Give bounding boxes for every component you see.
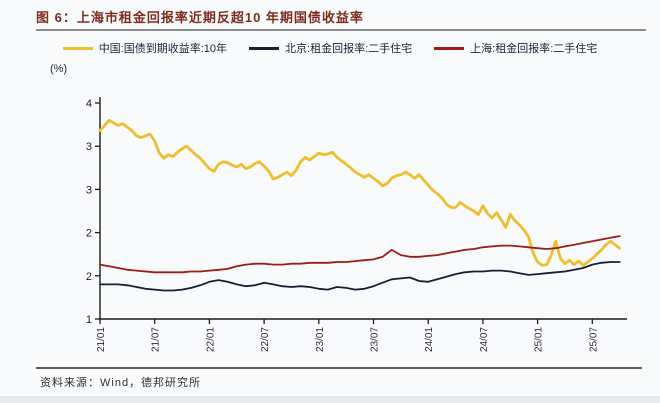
legend-label-china-10y-bond-yield: 中国:国债到期收益率:10年 — [98, 43, 228, 55]
x-axis-label: 22/01 — [205, 327, 216, 352]
source-note: 资料来源：Wind，德邦研究所 — [40, 377, 202, 389]
legend-label-shanghai-rental-yield: 上海:租金回报率:二手住宅 — [470, 43, 598, 55]
footer-divider — [36, 367, 642, 369]
x-axis-label: 23/01 — [315, 327, 326, 352]
legend-item-china-10y-bond-yield: 中国:国债到期收益率:10年 — [62, 40, 228, 56]
legend-swatch-beijing-rental-yield — [249, 46, 280, 50]
series-line-shanghai-rental-yield — [99, 235, 621, 274]
axis-line — [99, 97, 627, 320]
y-axis-label: 1 — [86, 314, 92, 326]
y-axis-unit-label: (%) — [50, 63, 68, 75]
series-line-beijing-rental-yield — [99, 261, 621, 292]
legend-item-beijing-rental-yield: 北京:租金回报率:二手住宅 — [249, 40, 412, 56]
y-axis-label: 3 — [86, 141, 92, 153]
chart-canvas: 4 3 3 2 2 1 21/01 21/07 22/01 22/07 23/01 23/07 24/0… — [86, 97, 627, 352]
legend-swatch-china-10y-bond-yield — [62, 46, 93, 50]
x-axis-label: 21/07 — [151, 327, 162, 352]
x-axis-label: 25/07 — [588, 327, 599, 352]
y-axis-label: 2 — [86, 228, 92, 240]
x-axis-label: 24/07 — [479, 327, 490, 352]
y-axis-label: 3 — [86, 184, 92, 196]
legend-item-shanghai-rental-yield: 上海:租金回报率:二手住宅 — [434, 40, 597, 56]
x-axis-label: 22/07 — [260, 327, 271, 352]
title-divider — [36, 29, 646, 31]
legend-swatch-shanghai-rental-yield — [434, 46, 465, 50]
x-axis-label: 21/01 — [96, 327, 107, 352]
x-axis-label: 23/07 — [370, 327, 381, 352]
x-axis-label: 25/01 — [534, 327, 545, 352]
y-axis-label: 4 — [86, 98, 92, 110]
series-line-china-10y-bond-yield — [98, 118, 622, 267]
bottom-strip — [0, 396, 660, 403]
legend: 中国:国债到期收益率:10年 北京:租金回报率:二手住宅 上海:租金回报率:二手住宅 — [0, 40, 660, 56]
legend-label-beijing-rental-yield: 北京:租金回报率:二手住宅 — [285, 43, 413, 55]
figure-title: 图 6：上海市租金回报率近期反超10 年期国债收益率 — [36, 10, 364, 25]
x-axis-label: 24/01 — [424, 327, 435, 352]
y-axis-label: 2 — [86, 271, 92, 283]
